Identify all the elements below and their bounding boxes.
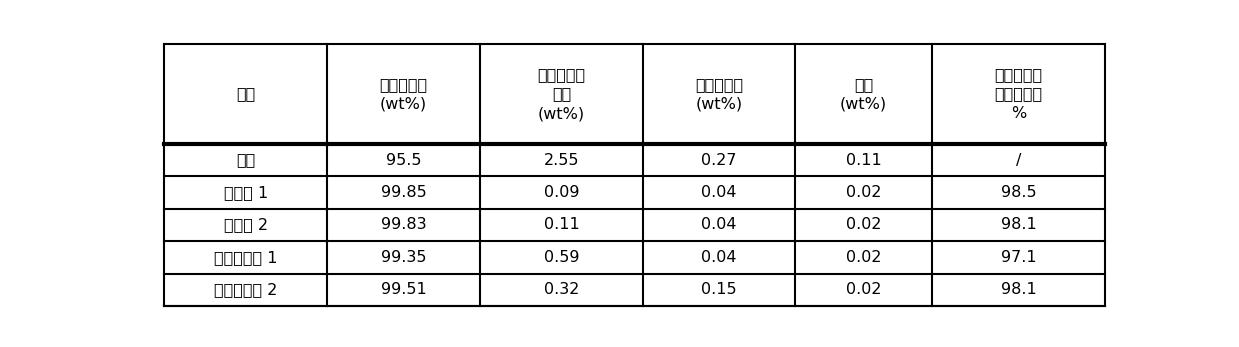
Text: 样品: 样品 — [237, 86, 255, 102]
Text: 间苯二甲腈
的摩尔收率
%: 间苯二甲腈 的摩尔收率 % — [995, 67, 1043, 121]
Text: 99.83: 99.83 — [380, 218, 426, 232]
Text: 0.11: 0.11 — [846, 153, 881, 168]
Text: 对苯二甲腈
(wt%): 对苯二甲腈 (wt%) — [695, 77, 743, 111]
Text: 应用例 1: 应用例 1 — [224, 185, 268, 200]
Text: 0.04: 0.04 — [701, 185, 737, 200]
Text: 0.02: 0.02 — [846, 185, 881, 200]
Text: 0.04: 0.04 — [701, 250, 737, 265]
Text: 0.02: 0.02 — [846, 218, 881, 232]
Text: 应用对比例 2: 应用对比例 2 — [214, 282, 278, 297]
Text: 2.55: 2.55 — [544, 153, 579, 168]
Text: 应用例 2: 应用例 2 — [224, 218, 268, 232]
Text: 应用对比例 1: 应用对比例 1 — [214, 250, 278, 265]
Text: 0.11: 0.11 — [544, 218, 580, 232]
Text: 间氰基苯甲
酰胺
(wt%): 间氰基苯甲 酰胺 (wt%) — [538, 67, 586, 121]
Text: 水份
(wt%): 水份 (wt%) — [840, 77, 887, 111]
Text: 97.1: 97.1 — [1001, 250, 1037, 265]
Text: 95.5: 95.5 — [385, 153, 421, 168]
Text: 99.85: 99.85 — [380, 185, 426, 200]
Text: 0.27: 0.27 — [701, 153, 737, 168]
Text: 0.02: 0.02 — [846, 250, 881, 265]
Text: 98.1: 98.1 — [1001, 282, 1037, 297]
Text: /: / — [1016, 153, 1021, 168]
Text: 0.15: 0.15 — [701, 282, 737, 297]
Text: 原料: 原料 — [237, 153, 255, 168]
Text: 98.1: 98.1 — [1001, 218, 1037, 232]
Text: 0.09: 0.09 — [544, 185, 579, 200]
Text: 99.51: 99.51 — [380, 282, 426, 297]
Text: 99.35: 99.35 — [380, 250, 426, 265]
Text: 0.32: 0.32 — [544, 282, 579, 297]
Text: 间苯二甲腈
(wt%): 间苯二甲腈 (wt%) — [379, 77, 427, 111]
Text: 0.59: 0.59 — [544, 250, 579, 265]
Text: 0.04: 0.04 — [701, 218, 737, 232]
Text: 0.02: 0.02 — [846, 282, 881, 297]
Text: 98.5: 98.5 — [1001, 185, 1037, 200]
